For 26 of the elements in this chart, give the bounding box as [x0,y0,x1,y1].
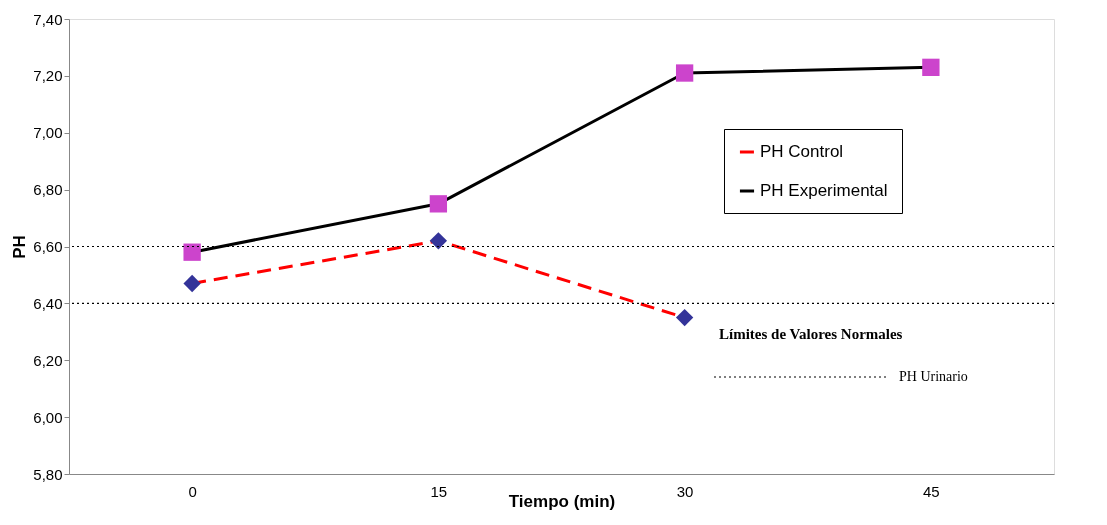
legend-label: PH Control [760,142,844,161]
x-tick-label: 15 [430,482,448,500]
annotation: PH Urinario [899,369,968,384]
y-tick-label: 7,20 [33,67,63,85]
point [429,232,448,250]
y-tick-label: 6,20 [33,351,63,369]
y-tick-label: 7,00 [33,124,63,142]
y-tick-label: 6,40 [33,294,63,312]
x-tick-label: 30 [676,482,694,500]
point [183,274,201,293]
y-tick-label: 6,00 [33,408,63,426]
y-tick-label: 5,80 [33,465,63,483]
point [675,64,694,82]
point [429,195,448,213]
point [922,58,940,76]
y-tick-label: 6,60 [33,238,63,255]
point [183,243,201,261]
x-tick-label: 0 [188,482,197,500]
x-axis-title: Tiempo (min) [508,491,616,511]
y-tick-label: 7,40 [33,10,63,28]
point [675,308,694,327]
x-tick-label: 45 [923,482,940,500]
y-tick-label: 6,80 [33,181,63,199]
annotation: Límites de Valores Normales [719,326,903,342]
y-axis-title: PH [10,235,30,259]
legend-label: PH Experimental [760,181,888,200]
